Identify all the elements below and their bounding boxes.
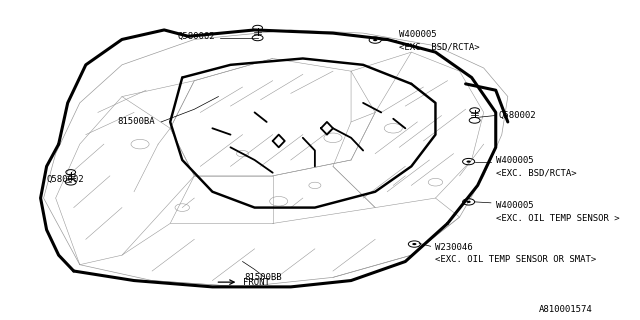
Text: W400005: W400005 [399, 30, 437, 39]
Text: <EXC. BSD/RCTA>: <EXC. BSD/RCTA> [399, 43, 480, 52]
Text: 81500BA: 81500BA [118, 117, 155, 126]
Text: Q580002: Q580002 [499, 111, 536, 120]
Circle shape [467, 201, 471, 203]
Circle shape [373, 39, 378, 41]
Text: <EXC. OIL TEMP SENSOR OR SMAT>: <EXC. OIL TEMP SENSOR OR SMAT> [435, 255, 596, 264]
Text: W400005: W400005 [496, 202, 533, 211]
Text: W400005: W400005 [496, 156, 533, 164]
Text: A810001574: A810001574 [538, 305, 592, 314]
Text: Q580002: Q580002 [47, 174, 84, 184]
Text: <EXC. OIL TEMP SENSOR >: <EXC. OIL TEMP SENSOR > [496, 214, 620, 223]
Circle shape [412, 243, 417, 245]
Circle shape [467, 160, 471, 163]
Text: 81500BB: 81500BB [245, 273, 282, 282]
Text: Q580002: Q580002 [178, 32, 216, 41]
Text: FRONT: FRONT [243, 278, 270, 287]
Text: W230046: W230046 [435, 243, 473, 252]
Text: <EXC. BSD/RCTA>: <EXC. BSD/RCTA> [496, 168, 577, 177]
